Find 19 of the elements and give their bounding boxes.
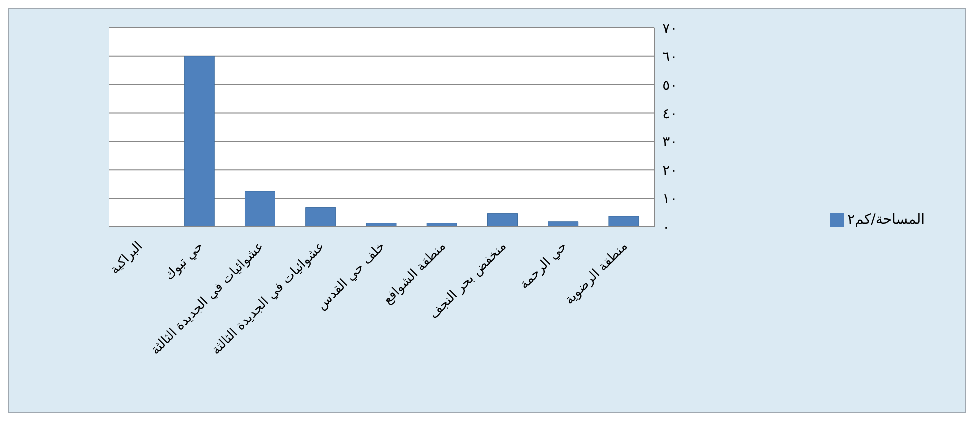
bar bbox=[244, 191, 276, 227]
x-tick-label: حي الرحمة bbox=[517, 239, 570, 292]
bar bbox=[608, 216, 640, 227]
y-tick-label: ٤٠ bbox=[662, 106, 678, 122]
y-tick-label: ٢٠ bbox=[662, 163, 678, 180]
bar bbox=[366, 223, 397, 227]
bar bbox=[184, 56, 215, 227]
bar bbox=[548, 222, 579, 227]
y-tick-label: ١٠ bbox=[662, 192, 678, 208]
y-tick-label: ٦٠ bbox=[662, 49, 678, 66]
bar bbox=[306, 207, 336, 227]
x-tick-label: البراكية bbox=[108, 239, 146, 278]
legend-label: المساحة/كم٢ bbox=[848, 212, 925, 228]
y-tick-label: ٠ bbox=[662, 220, 670, 236]
y-tick-label: ٧٠ bbox=[662, 20, 678, 37]
y-tick-label: ٥٠ bbox=[662, 78, 678, 94]
y-tick-label: ٣٠ bbox=[662, 134, 678, 151]
x-tick-label: حي تبوك bbox=[162, 239, 207, 284]
bar bbox=[487, 213, 518, 227]
